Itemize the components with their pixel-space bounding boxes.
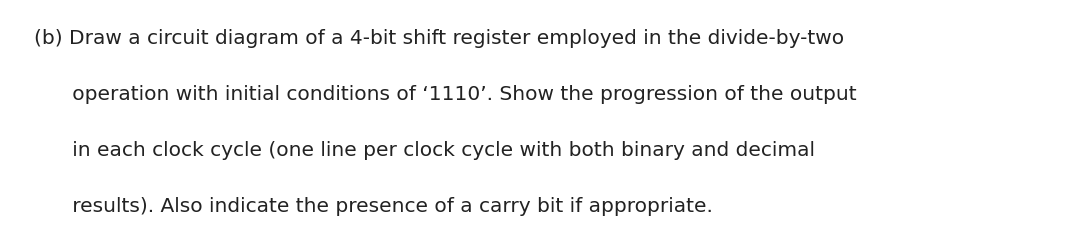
Text: in each clock cycle (one line per clock cycle with both binary and decimal: in each clock cycle (one line per clock … [34, 141, 816, 160]
Text: operation with initial conditions of ‘1110’. Show the progression of the output: operation with initial conditions of ‘11… [34, 85, 858, 104]
Text: (b) Draw a circuit diagram of a 4-bit shift register employed in the divide-by-t: (b) Draw a circuit diagram of a 4-bit sh… [34, 29, 845, 48]
Text: results). Also indicate the presence of a carry bit if appropriate.: results). Also indicate the presence of … [34, 197, 713, 216]
